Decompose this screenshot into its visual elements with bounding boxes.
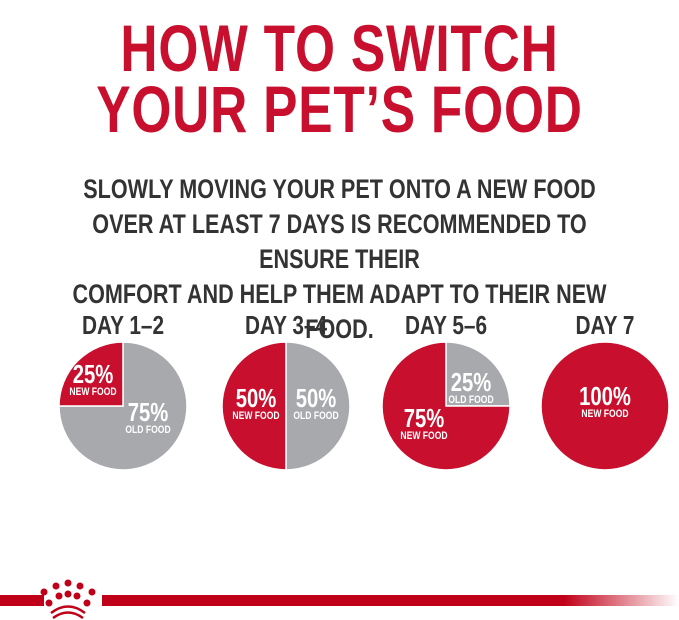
day-heading: DAY 3–4 (244, 310, 328, 340)
slice-name: NEW FOOD (232, 410, 280, 422)
old-food-slice (285, 341, 351, 471)
slice-label: 75% NEW FOOD (393, 403, 455, 442)
slice-name: OLD FOOD (448, 394, 494, 406)
slice-label: 25% OLD FOOD (440, 367, 502, 406)
day-heading: DAY 7 (575, 310, 635, 340)
slice-percent: 25% (450, 367, 492, 397)
subtitle: SLOWLY MOVING YOUR PET ONTO A NEW FOOD O… (68, 172, 611, 347)
bar-right (102, 595, 679, 606)
slice-label: 50% NEW FOOD (225, 383, 287, 422)
slice-label: 75% OLD FOOD (117, 397, 179, 436)
slice-percent: 75% (127, 397, 169, 427)
crown-icon (40, 579, 96, 620)
slice-percent: 25% (72, 359, 114, 389)
new-food-slice (540, 341, 670, 471)
slice-percent: 100% (579, 381, 631, 411)
slice-percent: 50% (235, 383, 277, 413)
brand-bar (0, 595, 679, 606)
slice-name: NEW FOOD (581, 408, 629, 420)
old-food-slice (445, 341, 511, 407)
slice-name: NEW FOOD (400, 430, 448, 442)
subtitle-line-3: COMFORT AND HELP THEM ADAPT TO THEIR NEW… (72, 279, 607, 344)
slice-label: 25% NEW FOOD (62, 359, 124, 398)
subtitle-line-1: SLOWLY MOVING YOUR PET ONTO A NEW FOOD (83, 174, 596, 204)
title-line-1: HOW TO SWITCH (120, 11, 559, 85)
slice-label: 100% NEW FOOD (574, 381, 636, 420)
bar-left (0, 595, 44, 606)
slice-name: OLD FOOD (125, 424, 171, 436)
slice-percent: 75% (403, 403, 445, 433)
slice-name: OLD FOOD (293, 410, 339, 422)
old-food-slice (58, 341, 188, 471)
new-food-slice (58, 341, 124, 407)
new-food-slice (381, 341, 511, 471)
subtitle-line-2: OVER AT LEAST 7 DAYS IS RECOMMENDED TO E… (92, 209, 587, 274)
slice-name: NEW FOOD (69, 386, 117, 398)
day-heading: DAY 5–6 (404, 310, 488, 340)
day-heading: DAY 1–2 (81, 310, 165, 340)
slice-percent: 50% (295, 383, 337, 413)
new-food-slice (221, 341, 287, 471)
slice-label: 50% OLD FOOD (285, 383, 347, 422)
title-line-2: YOUR PET’S FOOD (96, 72, 583, 146)
